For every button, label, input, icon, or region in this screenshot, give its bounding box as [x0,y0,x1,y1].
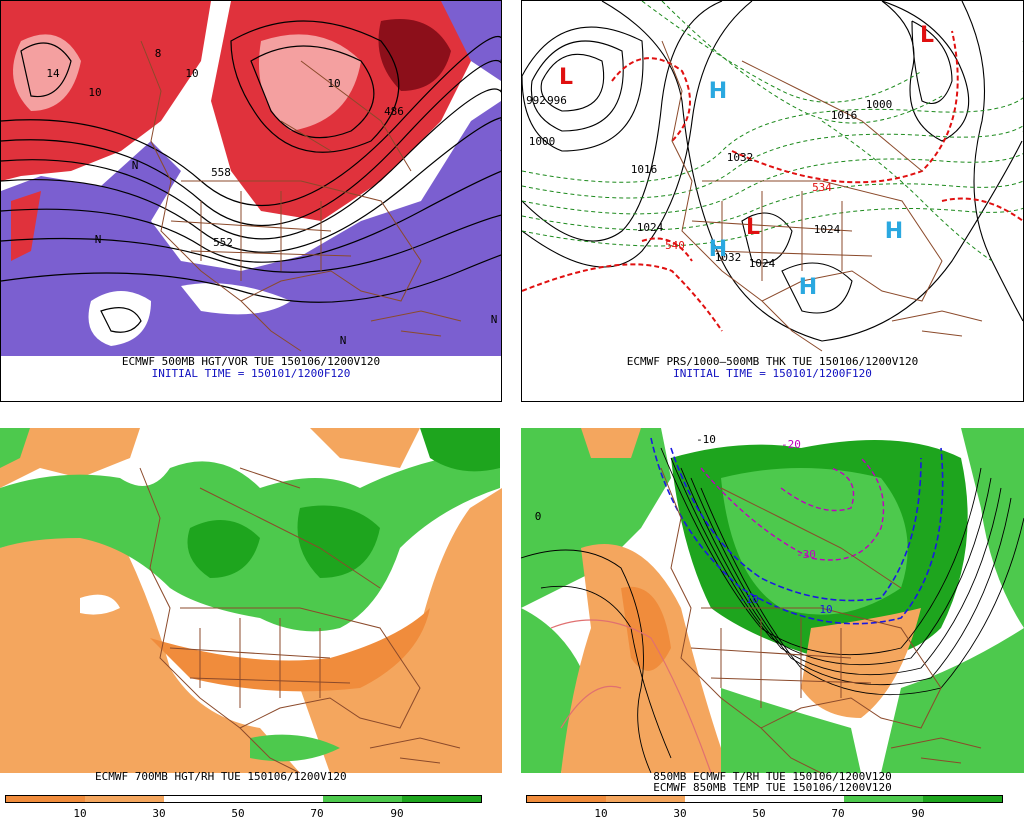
isobar-label: 1016 [830,109,858,122]
colorbar-tick: 30 [673,807,687,820]
isobar-label: 1024 [813,223,841,236]
map-label: 10 [88,86,102,99]
panel-caption: 850MB ECMWF T/RH TUE 150106/1200V120 [653,770,892,783]
isotherm-label: -20 [781,438,801,451]
colorbar-tick: 70 [831,807,845,820]
rh700-map [0,428,502,773]
thickness-label: 540 [665,239,685,252]
map-label: 8 [154,47,162,60]
map-label: 10 [327,77,341,90]
colorbar-tick: 90 [390,807,404,820]
panel-700mb-rh: ECMWF 700MB HGT/RH TUE 150106/1200V120 1… [0,420,502,820]
panel-pressure-thickness: 992 1000 1016 1016 1024 1032 1024 1024 1… [521,0,1024,402]
map-label: N [339,334,347,347]
low-pressure-marker: L [745,215,761,240]
thickness-label: 534 [812,181,832,194]
high-pressure-marker: H [884,219,904,244]
isobar-label: 1024 [748,257,776,270]
colorbar-tick: 50 [231,807,245,820]
isobar-label: 996 [547,94,567,107]
vorticity-map: 14 10 8 10 10 486 558 552 N N N N [1,1,501,356]
isobar-label: 1016 [630,163,658,176]
panel-caption: ECMWF 700MB HGT/RH TUE 150106/1200V120 [95,770,347,783]
isobar-label: 992 [526,94,546,107]
colorbar-tick: 10 [73,807,87,820]
high-pressure-marker: H [708,79,728,104]
isotherm-label: -30 [796,548,816,561]
panel-caption: ECMWF PRS/1000–500MB THK TUE 150106/1200… [626,355,919,368]
low-pressure-marker: L [558,65,574,90]
colorbar-tick: 70 [310,807,324,820]
high-pressure-marker: H [798,275,818,300]
panel-caption: ECMWF 500MB HGT/VOR TUE 150106/1200V120 [121,355,381,368]
isobar-label: 1032 [726,151,754,164]
isotherm-label: 0 [534,510,542,523]
rh-colorbar [5,795,482,803]
panel-500mb-vorticity: 14 10 8 10 10 486 558 552 N N N N ECMWF … [0,0,502,402]
map-label: 558 [211,166,231,179]
isobar-label: 1000 [528,135,556,148]
map-label: 14 [46,67,60,80]
isotherm-label: -10 [696,433,716,446]
isotherm-label: 10 [819,603,833,616]
high-pressure-marker: H [708,237,728,262]
colorbar-tick: 30 [152,807,166,820]
isobar-label: 1024 [636,221,664,234]
isobar-label: 1000 [865,98,893,111]
colorbar-tick: 50 [752,807,766,820]
panel-850mb-temp-rh: -10 -20 -30 -10 10 0 850MB ECMWF T/RH TU… [521,420,1024,820]
colorbar-tick: 10 [594,807,608,820]
map-label: 552 [213,236,233,249]
panel-subcaption: ECMWF 850MB TEMP TUE 150106/1200V120 [653,781,892,794]
isotherm-label: -10 [739,593,759,606]
panel-subcaption: INITIAL TIME = 150101/1200F120 [151,367,351,380]
panel-subcaption: INITIAL TIME = 150101/1200F120 [673,367,872,380]
t850-map: -10 -20 -30 -10 10 0 [521,428,1024,773]
map-label: 10 [185,67,199,80]
map-label: N [490,313,498,326]
isobar-label: 1032 [714,251,742,264]
map-label: N [131,159,139,172]
colorbar-tick: 90 [911,807,925,820]
low-pressure-marker: L [919,23,935,48]
map-label: N [94,233,102,246]
pressure-map: 992 1000 1016 1016 1024 1032 1024 1024 1… [522,1,1023,356]
rh-colorbar [526,795,1003,803]
map-label: 486 [384,105,404,118]
